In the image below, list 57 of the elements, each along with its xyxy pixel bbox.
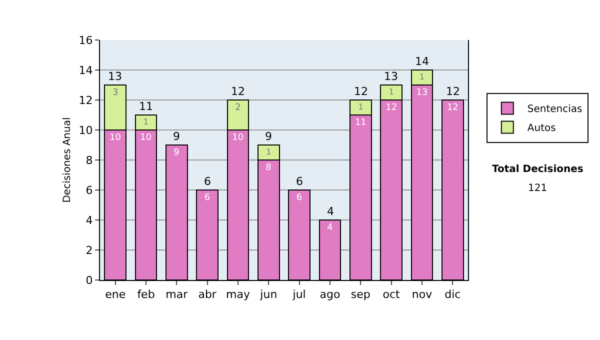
total-label: 6 <box>204 175 211 188</box>
data-label: 12 <box>386 103 398 113</box>
y-axis-title: Decisiones Anual <box>62 117 73 203</box>
x-tick-label: ago <box>320 288 340 302</box>
y-tick-label: 16 <box>78 34 93 47</box>
x-tick-label: oct <box>382 288 401 302</box>
data-label: 1 <box>266 146 272 156</box>
y-tick-label: 2 <box>86 244 93 257</box>
x-tick-label: nov <box>412 288 433 302</box>
data-label: 3 <box>112 88 118 98</box>
data-label: 2 <box>235 103 241 113</box>
data-label: 6 <box>296 193 302 203</box>
x-tick-label: jul <box>292 288 306 302</box>
data-label: 8 <box>266 163 272 173</box>
x-tick-label: jun <box>259 288 278 302</box>
y-tick-label: 12 <box>78 94 93 107</box>
data-label: 1 <box>358 101 364 112</box>
total-label: 13 <box>384 70 398 83</box>
y-tick-label: 10 <box>78 124 93 137</box>
data-label: 10 <box>140 133 152 143</box>
total-label: 12 <box>354 85 368 98</box>
data-label: 9 <box>174 148 180 158</box>
total-label: 12 <box>446 85 460 98</box>
y-tick-label: 4 <box>86 214 93 227</box>
text: 121 <box>528 183 548 194</box>
x-tick-label: ene <box>105 288 126 302</box>
x-tick-label: dic <box>444 288 461 302</box>
x-tick-label: abr <box>198 288 217 302</box>
total-label: 13 <box>108 70 122 83</box>
x-tick-label: may <box>226 288 250 302</box>
data-label: 1 <box>419 71 425 82</box>
text: Total Decisiones <box>492 164 584 175</box>
y-tick-label: 8 <box>86 154 93 167</box>
y-tick-label: 14 <box>78 64 93 77</box>
total-label: 12 <box>231 85 245 98</box>
total-label: 9 <box>265 130 272 143</box>
data-label: 10 <box>109 133 122 143</box>
data-label: 12 <box>446 103 458 113</box>
x-tick-label: mar <box>166 288 188 302</box>
data-label: 13 <box>416 88 428 98</box>
data-label: 4 <box>327 223 333 233</box>
total-label: 4 <box>327 205 334 218</box>
total-label: 11 <box>139 100 153 113</box>
legend-label: Sentencias <box>527 104 582 116</box>
total-label: 6 <box>296 175 303 188</box>
data-label: 1 <box>143 116 149 126</box>
data-label: 6 <box>204 193 210 203</box>
data-label: 1 <box>388 86 394 96</box>
total-label: 14 <box>415 55 429 68</box>
x-tick-label: sep <box>350 288 370 302</box>
total-label: 9 <box>173 130 180 143</box>
y-tick-label: 6 <box>86 184 93 197</box>
y-tick-label: 0 <box>86 274 93 287</box>
data-label: 10 <box>232 133 244 143</box>
legend-label: Autos <box>527 123 556 134</box>
data-label: 11 <box>354 118 366 128</box>
x-tick-label: feb <box>137 288 155 302</box>
